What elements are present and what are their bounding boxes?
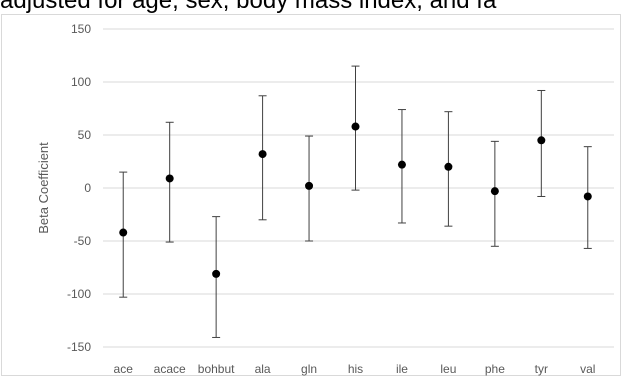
x-tick-label-ile: ile xyxy=(396,362,408,376)
y-tick-label: 150 xyxy=(71,22,91,36)
y-tick-label: -100 xyxy=(67,287,91,301)
x-tick-label-val: val xyxy=(580,362,595,376)
data-points xyxy=(119,122,592,278)
data-point-tyr xyxy=(537,136,546,145)
x-tick-label-leu: leu xyxy=(440,362,456,376)
y-tick-label: 100 xyxy=(71,75,91,89)
data-point-leu xyxy=(444,162,453,171)
caption-fragment: adjusted for age, sex, body mass index, … xyxy=(0,0,497,14)
data-point-his xyxy=(351,122,360,131)
gridlines xyxy=(103,28,614,348)
y-tick-label: -150 xyxy=(67,340,91,354)
x-tick-label-phe: phe xyxy=(485,362,505,376)
data-point-bohbut xyxy=(212,269,221,278)
x-tick-label-bohbut: bohbut xyxy=(198,362,235,376)
data-point-ace xyxy=(119,228,128,237)
error-bars xyxy=(119,65,592,338)
data-point-val xyxy=(583,192,592,201)
data-point-ile xyxy=(397,160,406,169)
x-tick-label-his: his xyxy=(348,362,363,376)
y-tick-label: 50 xyxy=(78,128,92,142)
data-point-phe xyxy=(490,187,499,196)
chart-frame xyxy=(1,14,621,376)
x-tick-label-ala: ala xyxy=(255,362,271,376)
data-point-ala xyxy=(258,150,267,159)
y-tick-labels: -150 -100 -50 0 50 100 150 xyxy=(67,22,91,354)
y-tick-label: 0 xyxy=(84,181,91,195)
x-tick-labels: ace acace bohbut ala gln his ile leu phe tyr val xyxy=(114,362,596,376)
data-point-acace xyxy=(165,174,174,183)
data-point-gln xyxy=(305,181,314,190)
y-axis-title: Beta Coefficient xyxy=(36,142,51,234)
x-tick-label-gln: gln xyxy=(301,362,317,376)
y-tick-label: -50 xyxy=(74,234,92,248)
x-tick-label-acace: acace xyxy=(154,362,186,376)
x-tick-label-tyr: tyr xyxy=(535,362,548,376)
x-tick-label-ace: ace xyxy=(114,362,134,376)
